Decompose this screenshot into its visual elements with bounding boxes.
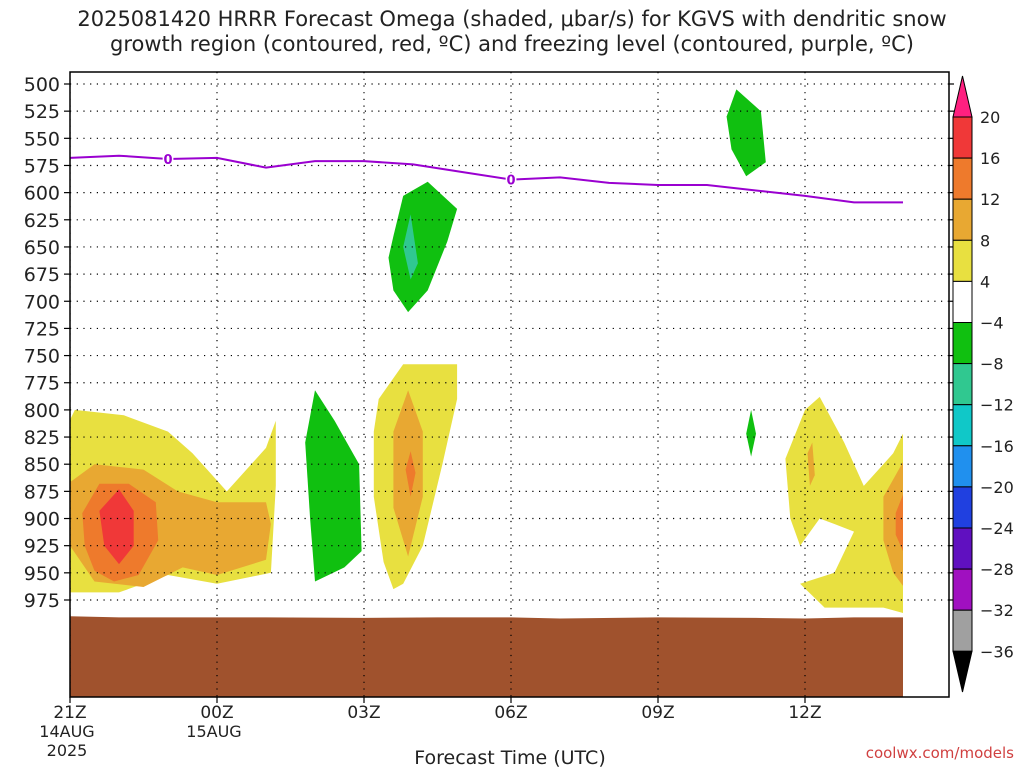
y-tick-label: 825 [24,427,60,449]
x-tick-label: 06Z [494,703,527,723]
colorbar-label: 8 [980,231,990,250]
colorbar-segment [952,239,973,282]
colorbar-segment [952,568,973,611]
y-tick-label: 900 [24,509,60,531]
colorbar-label: 16 [980,149,1000,168]
y-tick-label: 700 [24,291,60,313]
y-tick-label: 575 [24,155,60,177]
x-tick-label: 03Z [347,703,380,723]
colorbar-label: 4 [980,272,990,291]
x-tick-year-label: 2025 [47,741,88,760]
colorbar-segment [952,157,973,200]
y-tick-label: 750 [24,346,60,368]
x-tick-label: 09Z [641,703,674,723]
y-tick-label: 650 [24,237,60,259]
colorbar-label: −4 [980,314,1004,333]
y-tick-label: 675 [24,264,60,286]
colorbar-label: −32 [980,601,1014,620]
y-tick-label: 600 [24,183,60,205]
terrain-fill [70,616,903,697]
plot-area: 00 [70,72,949,697]
colorbar-segment [952,363,973,406]
colorbar-label: −20 [980,478,1014,497]
colorbar-label: 12 [980,190,1000,209]
y-tick-label: 850 [24,454,60,476]
y-tick-label: 925 [24,536,60,558]
x-tick-label: 21Z [53,703,86,723]
colorbar-segment [952,609,973,652]
y-tick-label: 800 [24,400,60,422]
colorbar-segment [952,322,973,365]
x-tick-label: 00Z [200,703,233,723]
freezing-level-label: 0 [163,153,172,168]
colorbar-segment [952,280,973,323]
y-tick-label: 975 [24,590,60,612]
colorbar-segment [952,527,973,570]
x-axis-label: Forecast Time (UTC) [414,747,605,768]
y-tick-label: 625 [24,210,60,232]
y-tick-label: 550 [24,128,60,150]
omega-shade-12 [785,396,903,613]
colorbar-top-arrow [952,75,973,118]
freezing-level-line [70,154,903,204]
colorbar-label: −24 [980,519,1014,538]
omega-shade-3 [99,489,134,565]
y-tick-label: 725 [24,318,60,340]
colorbar-bottom-arrow [952,650,973,693]
omega-shade-10 [726,89,766,177]
omega-shade-14 [883,462,903,586]
colorbar-label: −8 [980,355,1004,374]
y-tick-label: 875 [24,481,60,503]
colorbar-label: −12 [980,396,1014,415]
x-tick-date-label: 15AUG [186,722,241,741]
omega-shade-15 [895,494,903,552]
colorbar-segment [952,116,973,159]
colorbar-label: −28 [980,560,1014,579]
omega-shade-11 [746,409,756,457]
colorbar-segment [952,486,973,529]
omega-shade-9 [403,214,418,280]
omega-shade-8 [388,181,458,313]
colorbar-label: −16 [980,437,1014,456]
plot-border [69,71,950,698]
omega-shade-13 [807,442,815,486]
watermark-url: coolwx.com/models [865,744,1014,762]
colorbar-segment [952,445,973,488]
x-tick-date-label: 14AUG [39,722,94,741]
y-tick-label: 525 [24,101,60,123]
y-tick-label: 950 [24,563,60,585]
colorbar-label: −36 [980,642,1014,661]
omega-shade-7 [405,451,416,497]
freezing-level-label: 0 [506,174,515,189]
chart-title-line-1: 2025081420 HRRR Forecast Omega (shaded, … [77,7,947,31]
x-tick-label: 12Z [788,703,821,723]
y-tick-label: 775 [24,373,60,395]
colorbar-segment [952,198,973,241]
colorbar-segment [952,404,973,447]
chart-title-line-2: growth region (contoured, red, ºC) and f… [110,32,914,56]
omega-shade-4 [305,390,362,582]
colorbar-label: 20 [980,108,1000,127]
y-tick-label: 500 [24,74,60,96]
